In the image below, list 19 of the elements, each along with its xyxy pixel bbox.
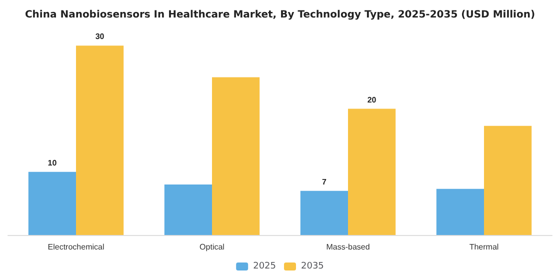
bar [28, 172, 76, 235]
data-label: 30 [95, 32, 105, 42]
bar [212, 77, 260, 235]
chart-title: China Nanobiosensors In Healthcare Market, By Technology Type, 2025-2035 (USD Million) [24, 10, 536, 20]
x-tick-label: Optical [200, 242, 225, 252]
bar [484, 126, 532, 235]
x-tick-label: Thermal [469, 242, 499, 252]
bar [348, 108, 396, 235]
x-tick-label: Electrochemical [48, 242, 104, 252]
data-label: 20 [367, 95, 377, 104]
legend-label: 2025 [253, 262, 276, 272]
bar [164, 184, 212, 235]
x-tick-label: Mass-based [326, 242, 370, 252]
bar [300, 190, 348, 235]
data-label: 10 [48, 158, 58, 168]
bar [436, 188, 484, 235]
data-label: 7 [322, 177, 327, 186]
bar [76, 46, 124, 235]
legend-label: 2035 [301, 262, 324, 272]
